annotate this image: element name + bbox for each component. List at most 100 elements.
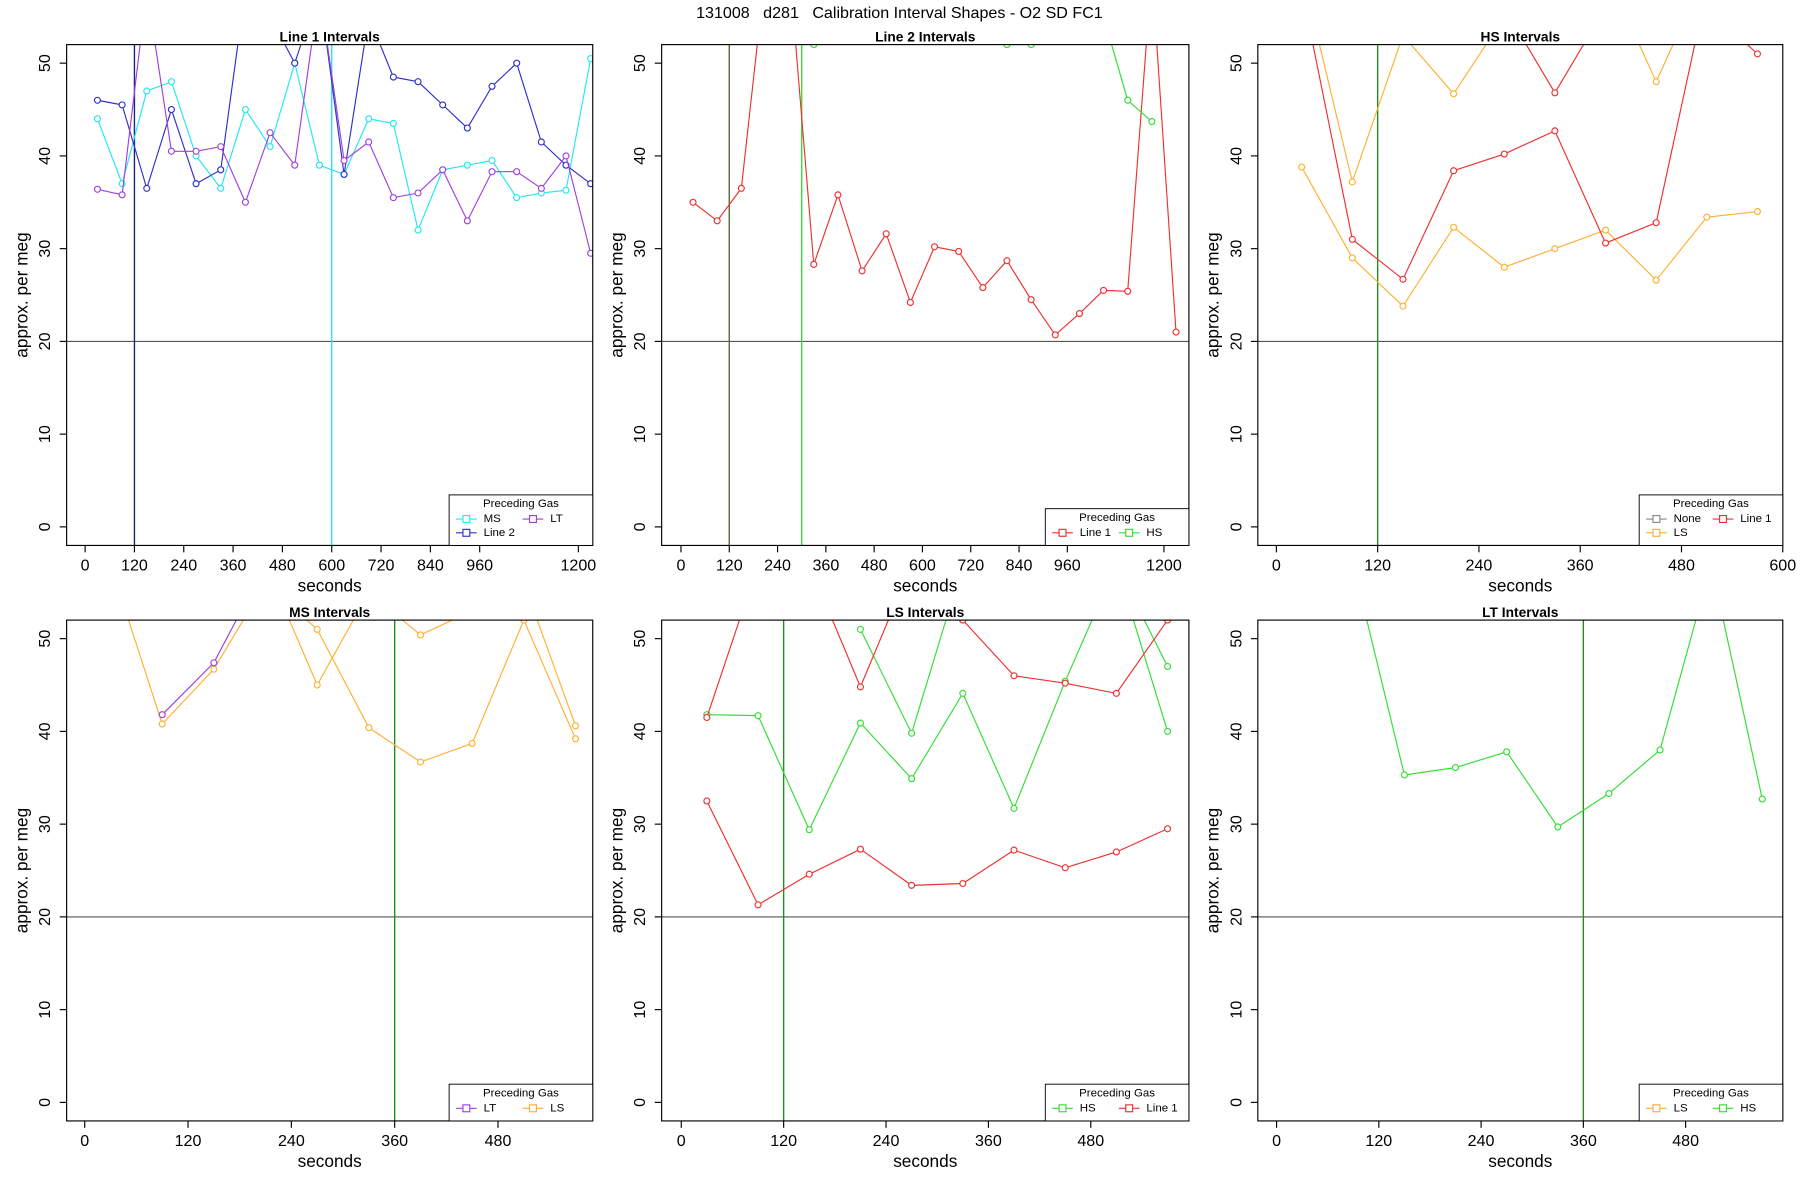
x-tick-label: 120 xyxy=(1364,556,1391,574)
data-point xyxy=(143,87,151,95)
data-point xyxy=(414,189,422,197)
data-point xyxy=(291,59,299,67)
y-tick-label: 50 xyxy=(631,630,649,648)
data-point xyxy=(1010,804,1018,812)
y-tick-label: 0 xyxy=(36,522,54,531)
x-tick-label: 120 xyxy=(770,1132,797,1150)
data-point xyxy=(488,82,496,90)
x-tick-label: 0 xyxy=(1272,556,1281,574)
data-point xyxy=(703,797,711,805)
legend-label: LS xyxy=(550,1102,564,1114)
x-tick-label: 360 xyxy=(1570,1132,1597,1150)
legend-title: Preceding Gas xyxy=(1673,1087,1749,1099)
plot-area xyxy=(661,620,1189,1121)
legend-marker xyxy=(1125,528,1134,537)
legend-label: None xyxy=(1674,513,1701,525)
data-point xyxy=(1652,219,1660,227)
data-point xyxy=(834,191,842,199)
x-tick-label: 840 xyxy=(1006,556,1033,574)
data-point xyxy=(389,119,397,128)
data-point xyxy=(365,115,373,123)
data-point xyxy=(754,901,762,909)
x-tick-label: 480 xyxy=(485,1132,512,1150)
data-point xyxy=(158,720,166,728)
data-point xyxy=(1652,78,1660,86)
data-point xyxy=(93,185,102,193)
y-tick-label: 50 xyxy=(36,54,54,72)
data-point xyxy=(1551,127,1559,135)
y-tick-label: 0 xyxy=(1227,1098,1245,1107)
data-point xyxy=(537,184,545,192)
x-tick-label: 360 xyxy=(975,1132,1002,1150)
data-point xyxy=(908,729,916,737)
legend: Preceding Gas LS HS xyxy=(1638,1083,1784,1122)
data-point xyxy=(1164,727,1172,735)
legend-box xyxy=(448,1083,594,1122)
data-point xyxy=(930,243,939,251)
x-tick-label: 1200 xyxy=(560,556,596,574)
data-point xyxy=(858,267,866,275)
x-tick-label: 360 xyxy=(381,1132,408,1150)
data-point xyxy=(587,249,593,257)
data-point xyxy=(856,719,864,727)
data-point xyxy=(192,147,200,155)
data-point xyxy=(488,168,496,176)
legend-marker xyxy=(528,1104,538,1113)
data-point xyxy=(266,143,274,151)
data-point xyxy=(810,260,818,268)
data-point xyxy=(959,689,967,697)
data-point xyxy=(488,156,496,165)
legend-label: Line 1 xyxy=(1146,1102,1177,1114)
legend: Preceding Gas HS Line 1 xyxy=(1044,1083,1190,1122)
x-tick-label: 480 xyxy=(861,556,888,574)
data-point xyxy=(562,186,570,194)
data-point xyxy=(737,184,745,192)
x-tick-label: 360 xyxy=(220,556,247,574)
data-point xyxy=(217,184,225,192)
y-tick-label: 0 xyxy=(36,1098,54,1107)
data-point xyxy=(959,879,967,888)
data-point xyxy=(1124,96,1132,104)
plot-frame xyxy=(66,44,594,547)
legend-title: Preceding Gas xyxy=(1673,498,1749,510)
x-tick-label: 240 xyxy=(1466,556,1493,574)
x-axis-label: seconds xyxy=(1488,1151,1552,1171)
data-point xyxy=(562,152,570,160)
data-point xyxy=(1605,789,1613,798)
data-point xyxy=(416,758,425,766)
data-point xyxy=(416,631,425,639)
data-point xyxy=(1348,235,1356,243)
data-point xyxy=(167,105,175,114)
panel-title: MS Intervals xyxy=(289,605,370,620)
data-point xyxy=(1399,302,1407,310)
y-axis-label: approx. per meg xyxy=(607,232,627,357)
x-tick-label: 120 xyxy=(716,556,743,574)
data-point xyxy=(1753,207,1762,216)
x-tick-label: 0 xyxy=(677,1132,686,1150)
x-tick-label: 480 xyxy=(269,556,296,574)
x-tick-label: 600 xyxy=(318,556,345,574)
data-point xyxy=(513,168,521,176)
series-line xyxy=(706,620,1169,718)
legend-marker xyxy=(462,528,471,537)
data-point xyxy=(856,625,864,633)
y-axis-label: approx. per meg xyxy=(12,808,32,933)
legend-title: Preceding Gas xyxy=(1079,1087,1155,1099)
data-point xyxy=(1164,825,1172,833)
x-tick-label: 0 xyxy=(80,1132,89,1150)
data-point xyxy=(856,845,864,853)
legend-title: Preceding Gas xyxy=(1079,512,1155,524)
series-line xyxy=(1143,620,1169,667)
legend-box xyxy=(448,494,594,546)
data-point xyxy=(1112,848,1120,856)
data-point xyxy=(210,665,218,673)
legend: Preceding Gas MS LT Line 2 xyxy=(448,494,594,546)
legend-title: Preceding Gas xyxy=(483,1087,559,1099)
data-point xyxy=(908,775,916,783)
x-tick-label: 720 xyxy=(957,556,984,574)
y-tick-label: 0 xyxy=(631,522,649,531)
x-tick-label: 240 xyxy=(1468,1132,1495,1150)
y-tick-label: 20 xyxy=(631,332,649,350)
legend-marker xyxy=(528,514,538,524)
